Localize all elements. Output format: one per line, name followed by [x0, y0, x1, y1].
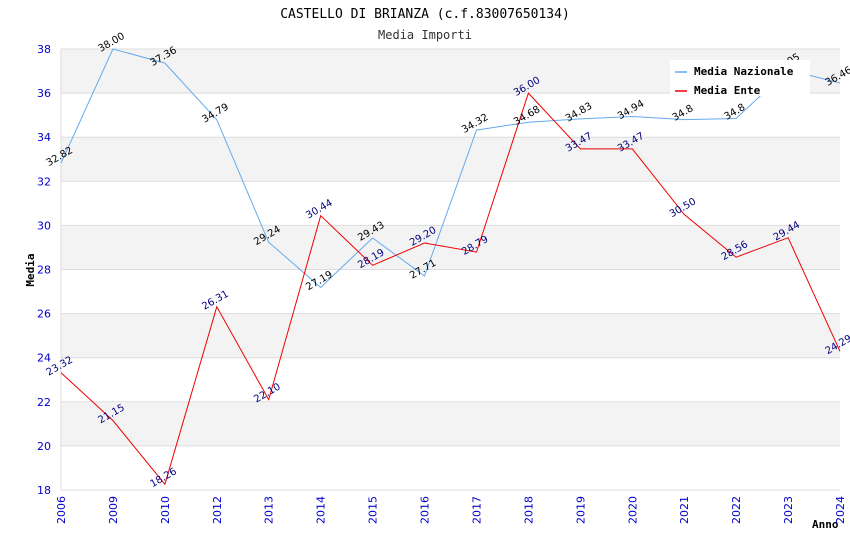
gridlines [60, 48, 840, 491]
y-axis-ticks: 18 20 22 24 26 28 30 32 34 36 38 [37, 43, 51, 497]
x-tick-label: 2010 [159, 496, 172, 524]
x-tick-label: 2019 [574, 496, 587, 524]
plot-band [61, 357, 840, 402]
plot-band [61, 313, 840, 358]
x-tick-label: 2017 [470, 496, 483, 524]
x-tick-label: 2020 [626, 496, 639, 524]
y-tick-label: 28 [37, 264, 51, 277]
x-tick-label: 2014 [315, 496, 328, 524]
series-lines [60, 48, 841, 486]
y-tick-label: 36 [37, 87, 51, 100]
x-tick-label: 2013 [263, 496, 276, 524]
x-tick-label: 2018 [522, 496, 535, 524]
plot-band [61, 269, 840, 314]
x-tick-label: 2016 [419, 496, 432, 524]
plot-band [61, 93, 840, 138]
x-tick-label: 2015 [367, 496, 380, 524]
legend-label-media-ente: Media Ente [694, 84, 761, 97]
y-tick-label: 22 [37, 396, 51, 409]
x-tick-label: 2023 [782, 496, 795, 524]
plot-band [61, 445, 840, 490]
chart-title: CASTELLO DI BRIANZA (c.f.83007650134) [280, 7, 570, 22]
y-tick-label: 20 [37, 440, 51, 453]
plot-band [61, 137, 840, 182]
y-tick-label: 34 [37, 131, 51, 144]
x-tick-label: 2024 [834, 496, 847, 524]
y-tick-label: 30 [37, 219, 51, 232]
y-tick-label: 26 [37, 308, 51, 321]
x-tick-label: 2021 [678, 496, 691, 524]
y-tick-label: 38 [37, 43, 51, 56]
legend-label-media-nazionale: Media Nazionale [694, 65, 794, 78]
x-axis-ticks: 2006 2009 2010 2012 2013 2014 2015 2016 2017 2018… [55, 496, 847, 524]
x-tick-label: 2012 [211, 496, 224, 524]
y-tick-label: 18 [37, 484, 51, 497]
y-axis-label: Media [24, 253, 37, 286]
plot-background-bands [61, 49, 840, 490]
series-line-media-ente [60, 92, 841, 486]
y-tick-label: 32 [37, 175, 51, 188]
x-tick-label: 2009 [107, 496, 120, 524]
chart-subtitle: Media Importi [378, 28, 472, 42]
y-tick-label: 24 [37, 352, 51, 365]
x-axis-label: Anno [812, 518, 839, 531]
plot-band [61, 401, 840, 446]
x-tick-label: 2022 [730, 496, 743, 524]
legend-box [670, 60, 810, 96]
x-tick-label: 2006 [55, 496, 68, 524]
series-line-media-nazionale [60, 48, 841, 289]
legend: Media Nazionale Media Ente [670, 60, 810, 97]
